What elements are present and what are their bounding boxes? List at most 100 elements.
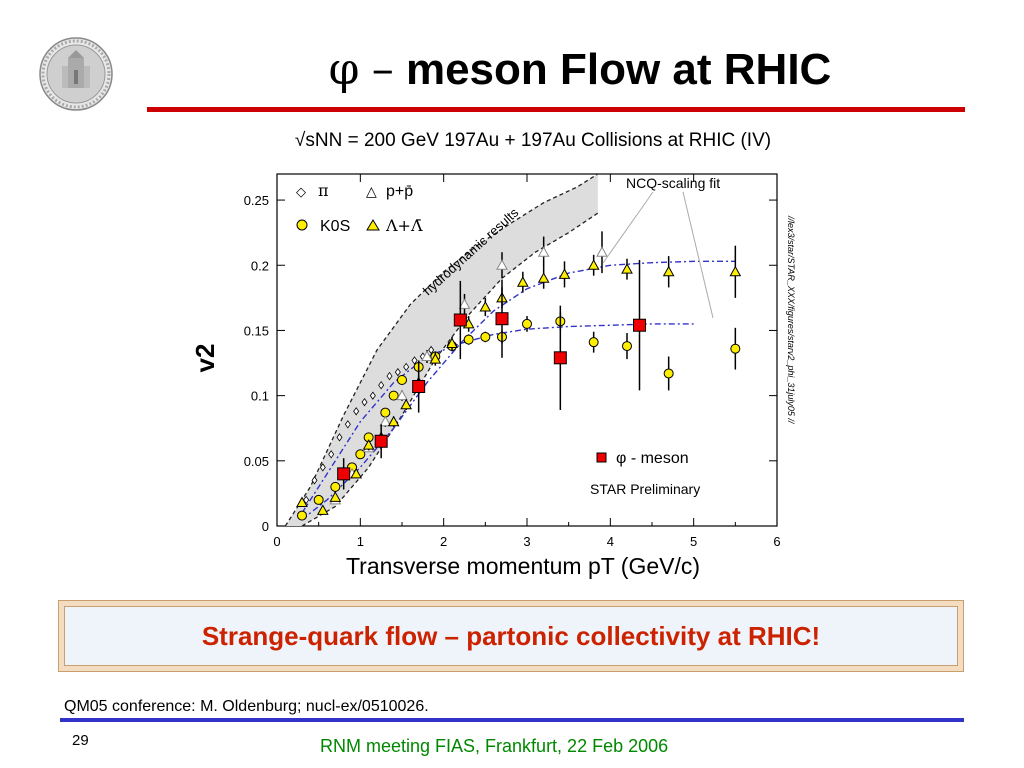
data-point bbox=[522, 318, 532, 329]
data-point bbox=[633, 318, 646, 332]
slide-title: φ – meson Flow at RHIC bbox=[150, 44, 1010, 95]
series-layer bbox=[296, 231, 742, 521]
data-point bbox=[596, 246, 608, 257]
data-point bbox=[397, 374, 407, 385]
star-preliminary-label: STAR Preliminary bbox=[590, 481, 700, 497]
conclusion-banner: Strange-quark flow – partonic collectivi… bbox=[58, 600, 964, 672]
data-point bbox=[330, 481, 341, 492]
title-dash: – bbox=[371, 44, 394, 95]
x-tick-label: 1 bbox=[357, 534, 364, 549]
data-point bbox=[386, 371, 393, 381]
x-tick-label: 3 bbox=[523, 534, 530, 549]
legend-marker-pi: ◇ bbox=[296, 185, 306, 200]
legend-label-proton: p+p̄ bbox=[386, 183, 413, 200]
title-underline bbox=[147, 107, 965, 112]
data-point bbox=[387, 415, 400, 427]
legend-label-lambda: Λ+Λ̄ bbox=[385, 216, 423, 235]
reference-note: QM05 conference: M. Oldenburg; nucl-ex/0… bbox=[64, 698, 429, 715]
data-point bbox=[388, 390, 399, 401]
data-point bbox=[458, 298, 471, 309]
data-point bbox=[329, 491, 342, 502]
data-point bbox=[446, 337, 458, 348]
conclusion-banner-inner: Strange-quark flow – partonic collectivi… bbox=[64, 606, 958, 666]
data-point bbox=[344, 420, 351, 429]
data-point bbox=[361, 397, 368, 407]
data-point bbox=[553, 351, 567, 365]
legend-label-pi: π bbox=[318, 181, 329, 200]
data-point bbox=[453, 313, 467, 327]
ncq-pointer-2 bbox=[682, 191, 714, 319]
data-point bbox=[621, 263, 633, 274]
data-point bbox=[378, 381, 385, 390]
y-tick-label: 0.15 bbox=[244, 323, 269, 338]
x-tick-label: 6 bbox=[773, 534, 780, 549]
x-axis-label: Transverse momentum pT (GeV/c) bbox=[346, 553, 700, 579]
data-point bbox=[336, 433, 343, 442]
data-point bbox=[311, 476, 318, 485]
ncq-pointer-1 bbox=[602, 191, 654, 264]
data-point bbox=[319, 463, 326, 472]
y-tick-label: 0.05 bbox=[244, 454, 269, 469]
title-text: meson Flow at RHIC bbox=[405, 45, 832, 94]
data-point bbox=[558, 268, 571, 279]
data-point bbox=[588, 337, 599, 348]
x-tick-label: 5 bbox=[690, 534, 697, 549]
data-point bbox=[316, 504, 329, 515]
ncq-label: NCQ-scaling fit bbox=[626, 175, 720, 191]
page-number: 29 bbox=[72, 732, 89, 749]
data-point bbox=[480, 331, 491, 342]
ncq-fit-line-0 bbox=[301, 260, 736, 521]
data-point bbox=[350, 467, 363, 479]
data-point bbox=[729, 265, 742, 277]
y-tick-label: 0.1 bbox=[251, 389, 269, 404]
data-point bbox=[663, 368, 674, 379]
phi-legend-marker bbox=[596, 452, 607, 463]
data-point bbox=[537, 246, 550, 257]
data-point bbox=[622, 341, 632, 352]
v2-chart-svg: √sNN = 200 GeV 197Au + 197Au Collisions … bbox=[190, 130, 796, 579]
chart-title: √sNN = 200 GeV 197Au + 197Au Collisions … bbox=[295, 130, 771, 151]
data-point bbox=[537, 272, 550, 283]
legend-marker-kaon bbox=[296, 219, 308, 231]
data-point bbox=[353, 407, 360, 416]
data-point bbox=[328, 450, 335, 459]
y-axis-label: v2 bbox=[190, 344, 220, 373]
y-tick-label: 0 bbox=[262, 519, 269, 534]
ncq-fit-layer bbox=[301, 260, 736, 521]
hydro-band-upper-edge bbox=[284, 173, 599, 527]
data-point bbox=[379, 415, 392, 427]
legend-label-kaon: K0S bbox=[320, 218, 350, 235]
data-point bbox=[421, 350, 433, 362]
data-point bbox=[730, 343, 741, 354]
axis-layer: 0 1 2 3 4 5 6 0 0.05 0.1 0.15 0.2 0.25 bbox=[244, 174, 781, 549]
x-tick-label: 2 bbox=[440, 534, 447, 549]
data-point bbox=[369, 391, 376, 400]
data-point bbox=[495, 312, 509, 326]
title-phi-symbol: φ bbox=[328, 44, 360, 95]
hydro-band-lower-edge bbox=[301, 212, 599, 527]
hydro-band-layer bbox=[284, 173, 599, 527]
hydro-band bbox=[285, 174, 598, 526]
data-point bbox=[429, 353, 442, 364]
footer-rule bbox=[60, 718, 964, 722]
data-point bbox=[355, 449, 366, 460]
footer-text: RNM meeting FIAS, Frankfurt, 22 Feb 2006 bbox=[320, 736, 669, 756]
v2-chart: √sNN = 200 GeV 197Au + 197Au Collisions … bbox=[188, 118, 820, 588]
data-point bbox=[403, 362, 410, 372]
data-point bbox=[337, 467, 351, 481]
data-point bbox=[394, 367, 401, 377]
y-tick-label: 0.2 bbox=[251, 258, 269, 273]
x-tick-label: 0 bbox=[273, 534, 280, 549]
data-point bbox=[400, 398, 413, 410]
data-point bbox=[428, 345, 435, 355]
data-point bbox=[496, 259, 508, 270]
data-point bbox=[479, 300, 492, 312]
ncq-fit-line-1 bbox=[301, 323, 694, 514]
data-point bbox=[516, 276, 529, 287]
y-tick-label: 0.25 bbox=[244, 193, 269, 208]
data-point bbox=[296, 496, 308, 508]
data-point bbox=[587, 259, 600, 270]
data-point bbox=[463, 334, 474, 345]
data-point bbox=[303, 495, 310, 505]
data-point bbox=[396, 389, 408, 401]
